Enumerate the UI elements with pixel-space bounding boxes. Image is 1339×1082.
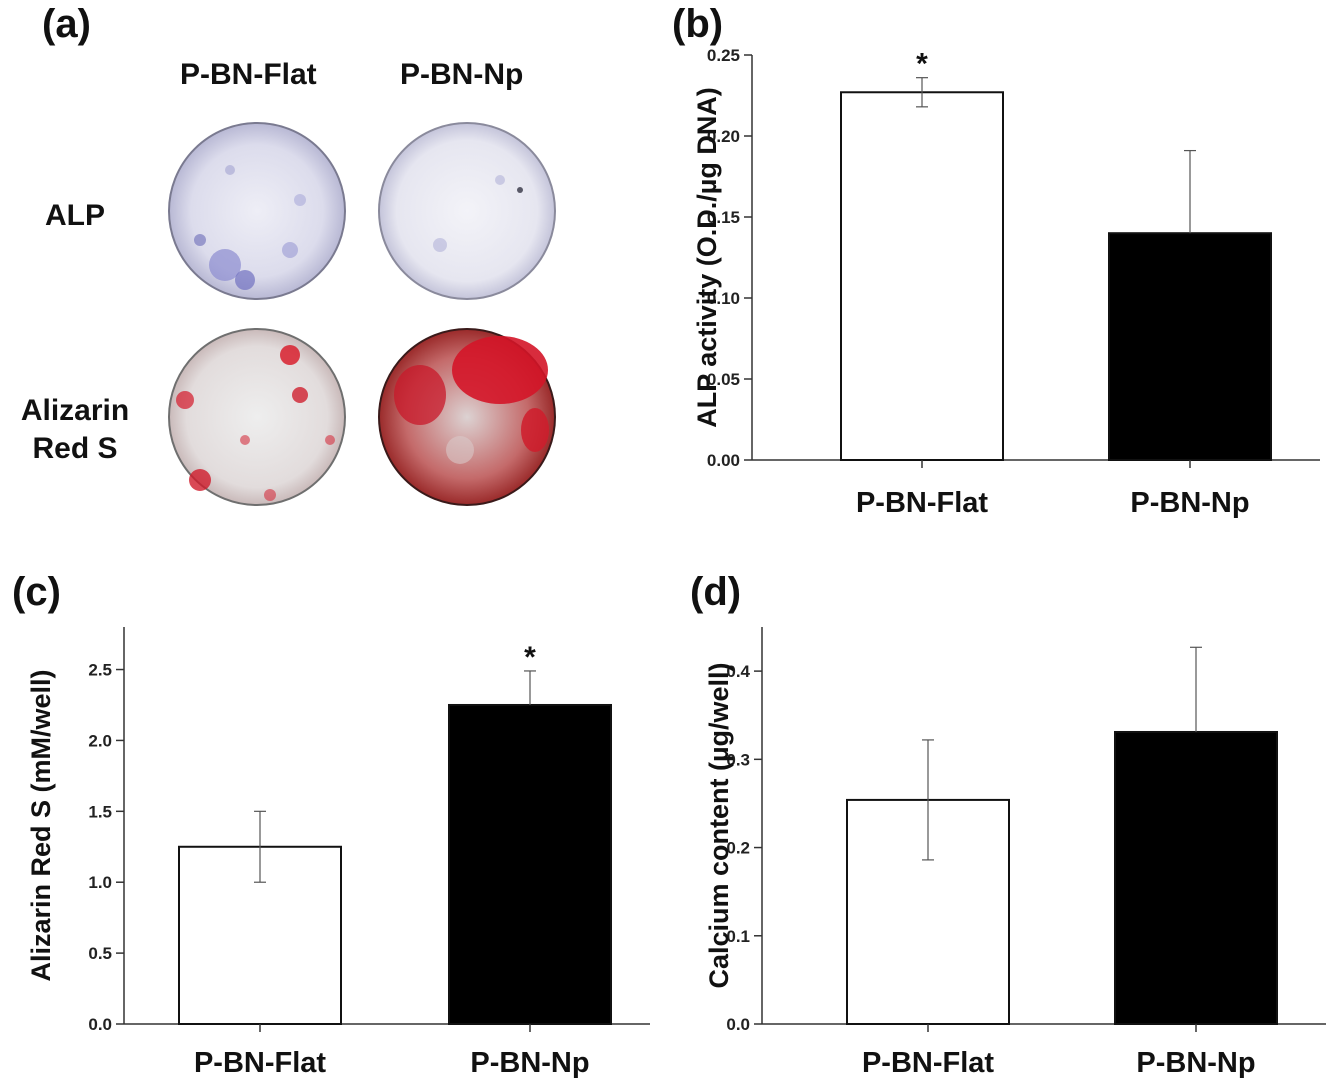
significance-marker: *	[916, 48, 928, 81]
significance-marker: *	[524, 641, 536, 674]
y-axis-label: ALP activity (O.D./µg DNA)	[692, 87, 722, 428]
x-category-label: P-BN-Flat	[194, 1047, 326, 1079]
y-tick-label: 0.05	[707, 370, 740, 389]
x-category-label: P-BN-Flat	[862, 1047, 994, 1079]
panel-label-a: (a)	[42, 2, 91, 46]
bar	[1108, 232, 1272, 461]
plate-column-header: P-BN-Flat	[180, 58, 317, 91]
chart-alizarin-red-s: 0.0 0.5 1.0 1.5 2.0 2.5 Alizarin Red S (mM/wel…	[26, 627, 650, 1079]
chart-alp-activity: 0.00 0.05 0.10 0.15 0.20 0.25 ALP activity (O.…	[692, 46, 1320, 519]
bar	[1114, 730, 1278, 1026]
y-tick-label: 0.0	[88, 1015, 112, 1034]
y-tick-label: 0.00	[707, 451, 740, 470]
y-tick-label: 0.2	[726, 839, 750, 858]
y-tick-label: 0.4	[726, 662, 750, 681]
bar	[840, 91, 1004, 461]
plate-row-label-alizarin: Alizarin Red S	[10, 392, 140, 468]
x-category-label: P-BN-Np	[1136, 1047, 1255, 1079]
y-axis-label: Alizarin Red S (mM/well)	[26, 669, 56, 981]
plate-images	[168, 122, 556, 506]
panel-label-b: (b)	[672, 2, 724, 46]
y-tick-label: 0.0	[726, 1015, 750, 1034]
row-label-line: Red S	[32, 432, 118, 465]
plate-alp-flat	[168, 122, 346, 300]
plate-alp-np	[378, 122, 556, 300]
bar	[448, 703, 612, 1025]
row-label-line: Alizarin	[20, 394, 130, 427]
panel-label-d: (d)	[690, 570, 742, 614]
y-tick-label: 0.20	[707, 127, 740, 146]
y-axis-label: Calcium content (µg/well)	[704, 662, 734, 988]
y-tick-label: 0.1	[726, 927, 750, 946]
y-tick-label: 0.15	[707, 208, 740, 227]
x-category-label: P-BN-Np	[1130, 487, 1249, 519]
plate-row-label-alp: ALP	[30, 197, 120, 235]
plate-alizarin-flat	[168, 328, 346, 506]
y-tick-label: 1.5	[88, 802, 112, 821]
x-category-label: P-BN-Np	[470, 1047, 589, 1079]
plate-column-header: P-BN-Np	[400, 58, 524, 91]
y-tick-label: 0.25	[707, 46, 740, 65]
row-label-line: ALP	[45, 199, 105, 232]
x-category-label: P-BN-Flat	[856, 487, 988, 519]
panel-label-c: (c)	[12, 570, 61, 614]
plate-alizarin-np	[378, 328, 556, 506]
y-tick-label: 0.10	[707, 289, 740, 308]
y-tick-label: 0.5	[88, 944, 112, 963]
y-tick-label: 2.5	[88, 661, 112, 680]
y-tick-label: 0.3	[726, 750, 750, 769]
y-tick-label: 1.0	[88, 873, 112, 892]
y-tick-label: 2.0	[88, 731, 112, 750]
